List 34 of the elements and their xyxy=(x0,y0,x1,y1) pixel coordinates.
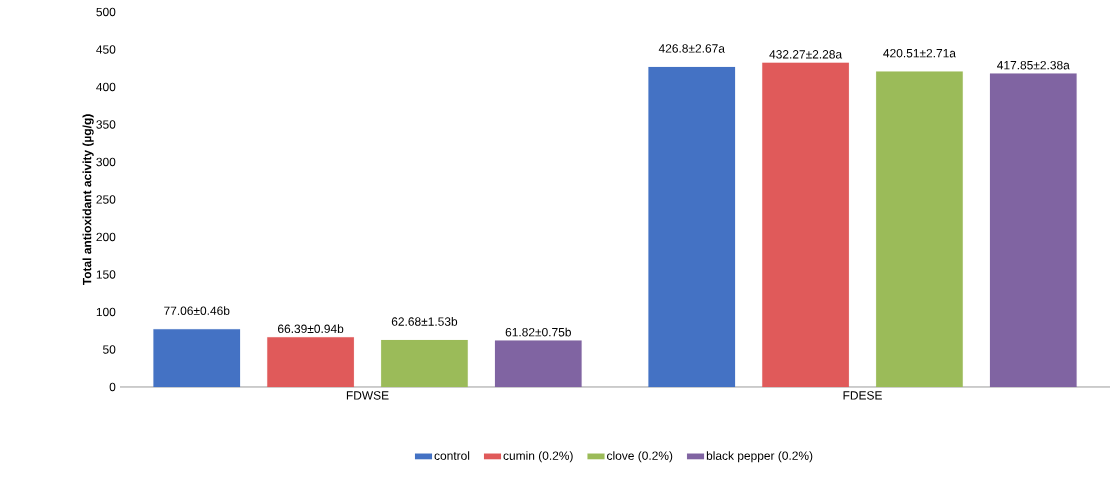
legend-label: clove (0.2%) xyxy=(607,451,673,463)
data-label: 432.27±2.28a xyxy=(769,50,843,59)
y-tick-label: 50 xyxy=(103,345,116,354)
bar xyxy=(494,340,582,388)
data-label: 66.39±0.94b xyxy=(278,324,344,333)
y-tick-label: 300 xyxy=(96,157,116,167)
data-label: 77.06±0.46b xyxy=(164,306,230,315)
y-tick-label: 500 xyxy=(96,7,116,17)
legend-label: cumin (0.2%) xyxy=(503,451,573,463)
bar xyxy=(762,62,849,388)
data-label: 61.82±0.75b xyxy=(505,327,571,337)
bar xyxy=(876,71,963,388)
legend-label: black pepper (0.2%) xyxy=(706,451,813,463)
data-label: 426.8±2.67a xyxy=(658,44,725,53)
legend-label: control xyxy=(434,451,470,460)
bar xyxy=(267,337,354,388)
x-tick-label: FDESE xyxy=(843,391,882,400)
bar xyxy=(381,339,468,388)
y-tick-label: 150 xyxy=(96,270,116,279)
y-tick-label: 100 xyxy=(96,307,116,317)
bar xyxy=(989,73,1077,388)
y-tick-label: 200 xyxy=(96,232,116,242)
y-tick-label: 350 xyxy=(96,120,116,129)
y-tick-label: 0 xyxy=(109,382,116,392)
data-label: 417.85±2.38a xyxy=(997,60,1070,70)
x-tick-label: FDWSE xyxy=(346,391,389,400)
y-axis-title: Total antioxidant acivity (µg/g) xyxy=(82,114,94,286)
y-tick-label: 400 xyxy=(96,82,116,92)
bar xyxy=(153,329,241,388)
data-label: 62.68±1.53b xyxy=(391,317,458,326)
bar xyxy=(648,66,736,388)
y-tick-label: 450 xyxy=(96,45,116,54)
data-label: 420.51±2.71a xyxy=(883,48,956,58)
y-tick-label: 250 xyxy=(96,195,116,204)
